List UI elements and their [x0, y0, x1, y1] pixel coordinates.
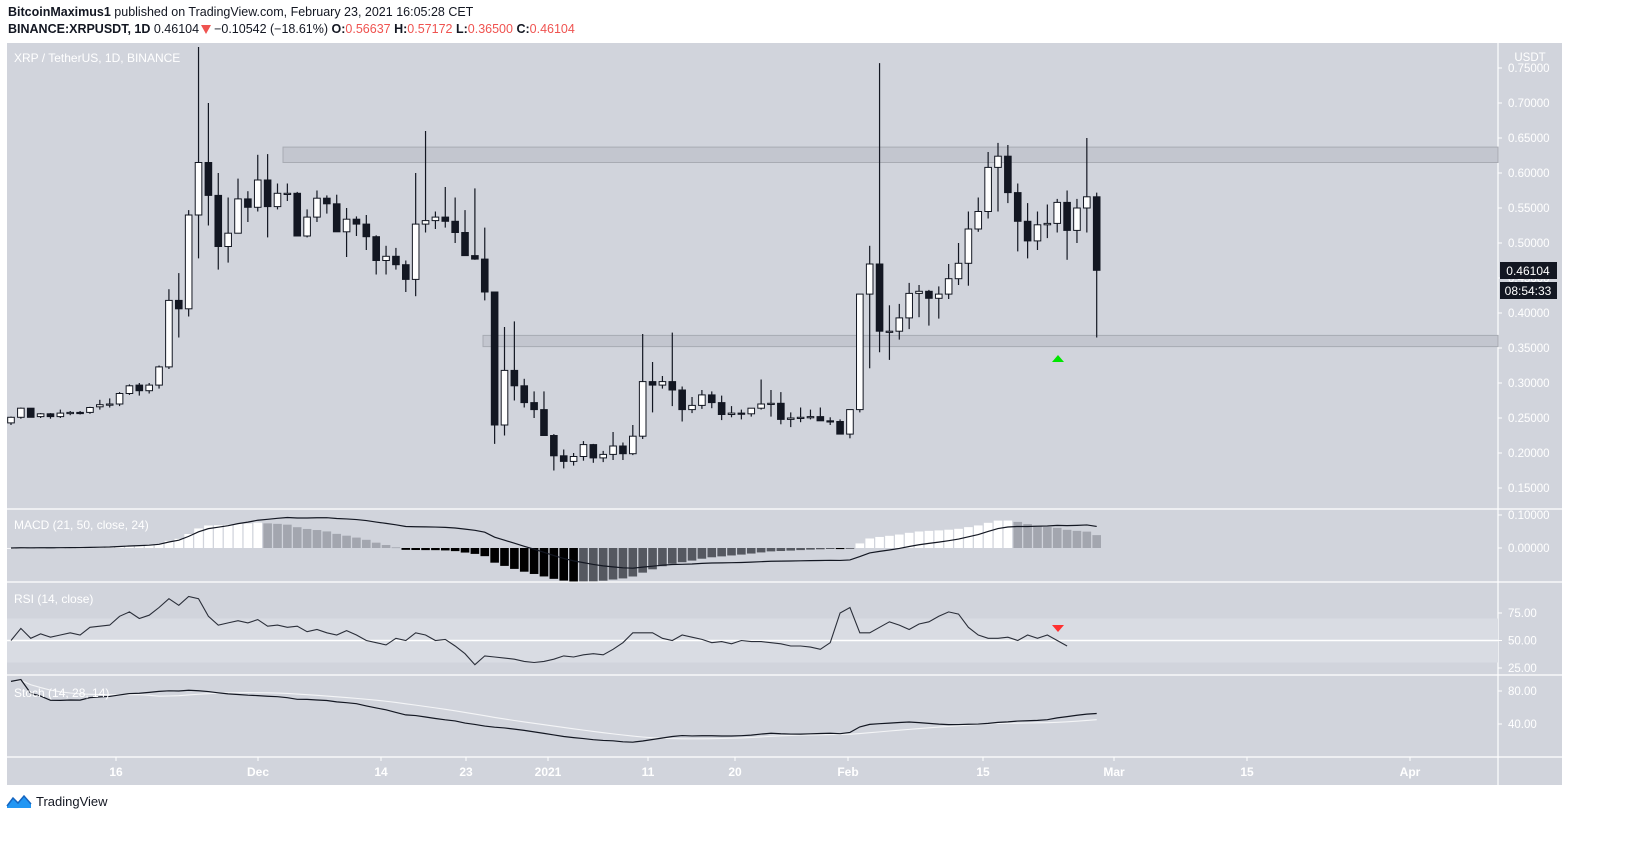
last-price: 0.46104	[153, 22, 200, 36]
time-axis[interactable]: 16 Dec 14 23 2021 11 20 Feb 15 Mar 15 Apr	[109, 757, 1421, 779]
svg-text:50.00: 50.00	[1508, 636, 1537, 648]
svg-text:15: 15	[1240, 765, 1254, 779]
macd-indicator	[6, 516, 1101, 582]
svg-text:0.35000: 0.35000	[1508, 343, 1550, 355]
low-label: L:	[455, 22, 468, 36]
stoch-indicator	[10, 678, 1097, 743]
author-name[interactable]: BitcoinMaximus1	[8, 5, 111, 19]
countdown-badge: 08:54:33	[1500, 282, 1557, 299]
green-up-arrow-icon	[1052, 355, 1064, 362]
svg-text:0.25000: 0.25000	[1508, 413, 1550, 425]
price-badge: 0.46104	[1500, 262, 1557, 279]
symbol-legend: BINANCE:XRPUSDT, 1D 0.46104 −0.10542 (−18…	[8, 22, 575, 36]
svg-text:0.65000: 0.65000	[1508, 133, 1550, 145]
rsi-band	[7, 618, 1498, 663]
svg-text:2021: 2021	[535, 765, 562, 779]
svg-text:Feb: Feb	[837, 765, 858, 779]
currency-label: USDT	[1514, 52, 1545, 64]
high-value: 0.57172	[407, 22, 453, 36]
svg-text:0.10000: 0.10000	[1508, 510, 1550, 522]
macd-title: MACD (21, 50, close, 24)	[14, 518, 149, 532]
svg-text:Apr: Apr	[1400, 765, 1421, 779]
rsi-indicator	[10, 595, 1068, 666]
close-value: 0.46104	[529, 22, 575, 36]
svg-text:0.15000: 0.15000	[1508, 483, 1550, 495]
price-change: −0.10542 (−18.61%)	[214, 22, 329, 36]
svg-text:80.00: 80.00	[1508, 686, 1537, 698]
svg-text:16: 16	[109, 765, 123, 779]
svg-text:25.00: 25.00	[1508, 663, 1537, 675]
svg-text:75.00: 75.00	[1508, 608, 1537, 620]
open-value: 0.56637	[345, 22, 391, 36]
price-badge-text: 0.46104	[1506, 264, 1550, 278]
pane-title: XRP / TetherUS, 1D, BINANCE	[14, 51, 180, 65]
svg-text:0.55000: 0.55000	[1508, 203, 1550, 215]
close-label: C:	[516, 22, 530, 36]
horizontal-zones	[282, 146, 1499, 348]
svg-text:0.00000: 0.00000	[1508, 543, 1550, 555]
brand-text: TradingView	[36, 793, 108, 809]
countdown-badge-text: 08:54:33	[1505, 284, 1552, 298]
stoch-title: Stoch (14, 28, 14)	[14, 686, 109, 700]
svg-text:11: 11	[642, 765, 655, 779]
svg-text:0.70000: 0.70000	[1508, 98, 1550, 110]
svg-text:14: 14	[374, 765, 388, 779]
svg-text:Dec: Dec	[247, 765, 269, 779]
svg-text:0.60000: 0.60000	[1508, 168, 1550, 180]
svg-text:0.75000: 0.75000	[1508, 63, 1550, 75]
open-label: O:	[331, 22, 346, 36]
rsi-title: RSI (14, close)	[14, 592, 93, 606]
svg-text:20: 20	[728, 765, 742, 779]
svg-text:Mar: Mar	[1103, 765, 1125, 779]
footer-brand[interactable]: TradingView	[6, 793, 108, 809]
high-label: H:	[394, 22, 408, 36]
svg-text:40.00: 40.00	[1508, 719, 1537, 731]
low-value: 0.36500	[467, 22, 513, 36]
svg-text:0.50000: 0.50000	[1508, 238, 1550, 250]
pane-separators	[7, 43, 1562, 785]
candlestick-series	[7, 47, 1101, 471]
svg-text:0.30000: 0.30000	[1508, 378, 1550, 390]
red-down-arrow-icon	[1052, 625, 1064, 632]
symbol-label: BINANCE:XRPUSDT, 1D	[8, 22, 151, 36]
svg-text:0.40000: 0.40000	[1508, 308, 1550, 320]
svg-text:15: 15	[976, 765, 990, 779]
svg-text:23: 23	[459, 765, 473, 779]
tradingview-logo-icon	[6, 794, 32, 808]
publish-info: BitcoinMaximus1 published on TradingView…	[8, 5, 473, 19]
published-text: published on TradingView.com, February 2…	[114, 5, 474, 19]
svg-text:0.20000: 0.20000	[1508, 448, 1550, 460]
down-arrow-icon	[201, 25, 212, 35]
